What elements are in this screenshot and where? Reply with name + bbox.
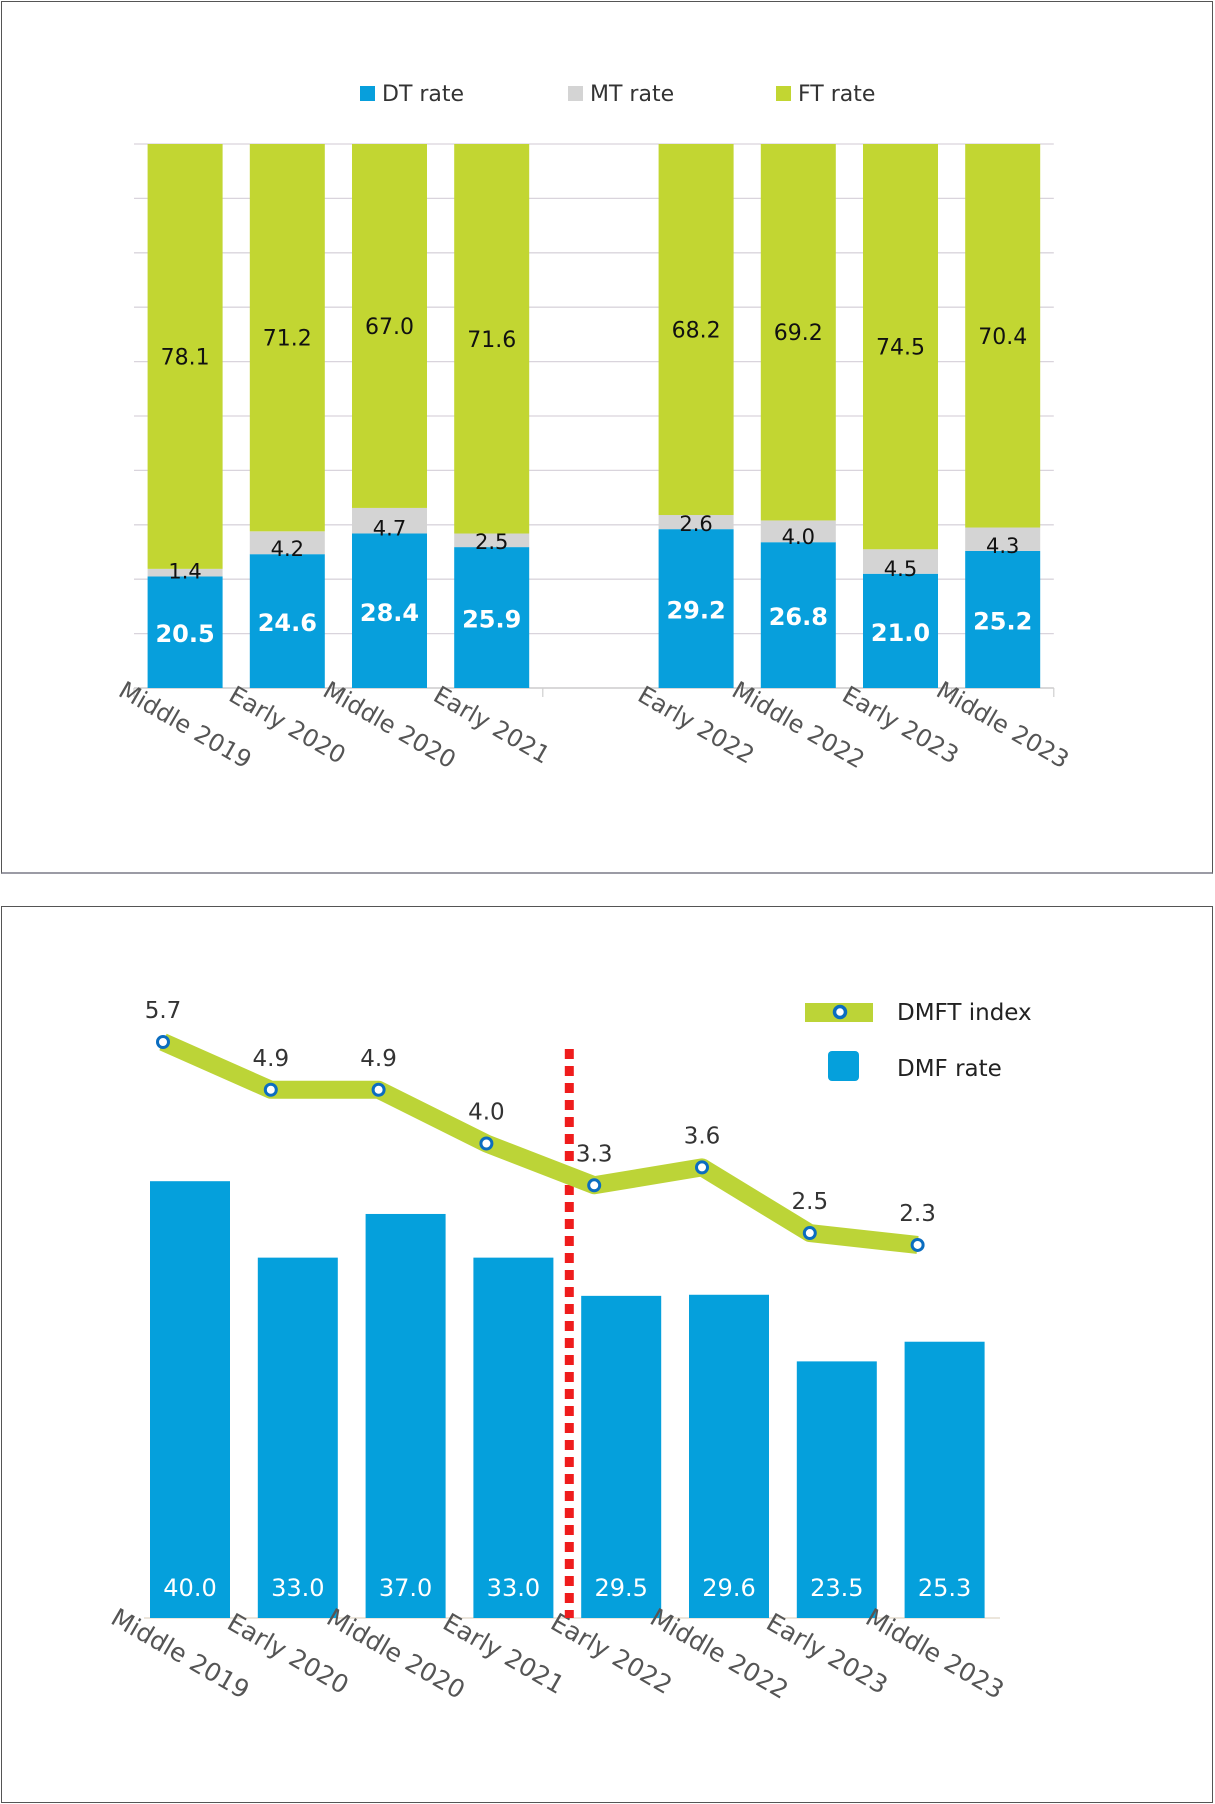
mt-rate-bar bbox=[454, 533, 530, 548]
ft-rate-bar bbox=[147, 144, 223, 569]
legend-dt-rate-label: DT rate bbox=[382, 82, 464, 107]
dmf-rate-label: 25.3 bbox=[918, 1574, 971, 1602]
legend-mt-rate-swatch bbox=[568, 86, 583, 101]
dmft-index-label: 4.0 bbox=[468, 1099, 505, 1125]
dmf-rate-label: 29.5 bbox=[594, 1574, 647, 1602]
mt-rate-label: 2.6 bbox=[679, 512, 712, 536]
dt-rate-label: 25.9 bbox=[462, 606, 521, 634]
mt-rate-bar bbox=[965, 527, 1041, 551]
dt-rate-label: 26.8 bbox=[769, 603, 828, 631]
mt-rate-bar bbox=[147, 568, 223, 577]
mt-rate-bar bbox=[249, 531, 325, 555]
dt-rate-bar bbox=[454, 547, 530, 688]
dt-rate-label: 24.6 bbox=[258, 609, 317, 637]
dmft-index-label: 4.9 bbox=[253, 1046, 290, 1072]
dmf-rate-bar bbox=[257, 1257, 338, 1618]
ft-rate-bar bbox=[863, 144, 938, 550]
dt-rate-bar bbox=[147, 576, 223, 688]
dmf-rate-bar bbox=[365, 1213, 446, 1618]
ft-rate-label: 71.2 bbox=[263, 327, 312, 352]
legend-dmf-rate-label: DMF rate bbox=[897, 1056, 1002, 1082]
dmft-index-marker bbox=[587, 1178, 602, 1193]
dmft-index-marker bbox=[156, 1035, 170, 1049]
mt-rate-label: 4.5 bbox=[884, 557, 917, 581]
dt-rate-bar bbox=[352, 533, 427, 688]
ft-rate-label: 70.4 bbox=[978, 325, 1027, 350]
dmf-rate-bar bbox=[150, 1181, 230, 1618]
ft-rate-bar bbox=[965, 144, 1041, 528]
dt-rate-bar bbox=[863, 573, 938, 688]
dmf-rate-label: 37.0 bbox=[379, 1574, 432, 1602]
dt-rate-label: 21.0 bbox=[871, 619, 930, 647]
ft-rate-label: 78.1 bbox=[161, 345, 210, 370]
dmf-rate-label: 29.6 bbox=[702, 1574, 755, 1602]
legend-dt-rate-swatch bbox=[360, 86, 375, 101]
dmft-index-label: 3.3 bbox=[576, 1141, 613, 1167]
ft-rate-bar bbox=[658, 144, 734, 516]
dmf-rate-bar bbox=[689, 1294, 769, 1618]
dt-rate-label: 20.5 bbox=[155, 620, 214, 648]
dmft-index-label: 3.6 bbox=[684, 1123, 721, 1149]
dt-rate-label: 28.4 bbox=[360, 599, 419, 627]
dmft-index-label: 5.7 bbox=[145, 998, 182, 1024]
dmft-index-marker bbox=[371, 1082, 386, 1097]
legend-dmf-rate-swatch bbox=[828, 1051, 859, 1081]
dmf-rate-label: 33.0 bbox=[271, 1574, 324, 1602]
ft-rate-bar bbox=[352, 144, 427, 508]
mt-rate-bar bbox=[352, 507, 427, 534]
bottom-chart-panel: 40.0 Middle 2019 33.0 Early 2020 37.0 Middle … bbox=[1, 906, 1213, 1803]
ft-rate-label: 74.5 bbox=[876, 336, 925, 361]
ft-rate-label: 71.6 bbox=[467, 328, 516, 353]
dmf-rate-label: 40.0 bbox=[163, 1574, 216, 1602]
dmft-index-label: 2.3 bbox=[899, 1201, 936, 1227]
dmft-index-marker bbox=[910, 1237, 925, 1252]
top-chart-panel: 20.5 1.4 78.1 Middle 2019 24.6 4.2 71.2 Early 2… bbox=[1, 1, 1213, 874]
dmf-rate-label: 33.0 bbox=[487, 1574, 540, 1602]
dmf-rate-bar bbox=[581, 1295, 662, 1618]
mt-rate-label: 4.2 bbox=[271, 537, 304, 561]
dt-rate-bar bbox=[760, 542, 836, 688]
legend-ft-rate-swatch bbox=[776, 86, 791, 101]
dt-rate-bar bbox=[658, 529, 734, 688]
dt-rate-label: 25.2 bbox=[973, 607, 1032, 635]
dmft-index-marker bbox=[802, 1226, 817, 1241]
mt-rate-label: 1.4 bbox=[168, 559, 201, 583]
mt-rate-label: 4.3 bbox=[986, 534, 1019, 558]
ft-rate-bar bbox=[454, 144, 530, 534]
dt-rate-bar bbox=[965, 550, 1041, 688]
dmf-rate-bar bbox=[473, 1257, 554, 1618]
legend-dmft-index-marker bbox=[832, 1004, 848, 1020]
dmf-rate-bar bbox=[904, 1341, 985, 1618]
legend-ft-rate-label: FT rate bbox=[798, 82, 875, 107]
dmf-rate-label: 23.5 bbox=[810, 1574, 863, 1602]
dt-rate-bar bbox=[249, 554, 325, 688]
dmft-index-line bbox=[159, 1033, 919, 1254]
dmft-index-marker bbox=[479, 1136, 494, 1151]
dmft-index-label: 4.9 bbox=[360, 1046, 397, 1072]
mt-rate-label: 4.0 bbox=[782, 525, 815, 549]
ft-rate-label: 69.2 bbox=[774, 321, 823, 346]
mt-rate-bar bbox=[760, 520, 836, 543]
ft-rate-bar bbox=[760, 144, 836, 521]
dt-rate-label: 29.2 bbox=[666, 597, 725, 625]
mt-rate-bar bbox=[658, 515, 734, 530]
dmft-index-marker bbox=[263, 1082, 278, 1097]
mt-rate-label: 2.5 bbox=[475, 530, 508, 554]
ft-rate-label: 68.2 bbox=[672, 319, 721, 344]
mt-rate-bar bbox=[863, 549, 938, 574]
ft-rate-bar bbox=[249, 144, 325, 532]
dmf-rate-bar bbox=[796, 1361, 877, 1618]
ft-rate-label: 67.0 bbox=[365, 315, 414, 340]
legend-dmft-index-label: DMFT index bbox=[897, 1000, 1032, 1026]
legend-mt-rate-label: MT rate bbox=[590, 82, 674, 107]
dmft-index-label: 2.5 bbox=[792, 1189, 829, 1215]
dmft-index-marker bbox=[695, 1160, 709, 1175]
mt-rate-label: 4.7 bbox=[373, 517, 406, 541]
